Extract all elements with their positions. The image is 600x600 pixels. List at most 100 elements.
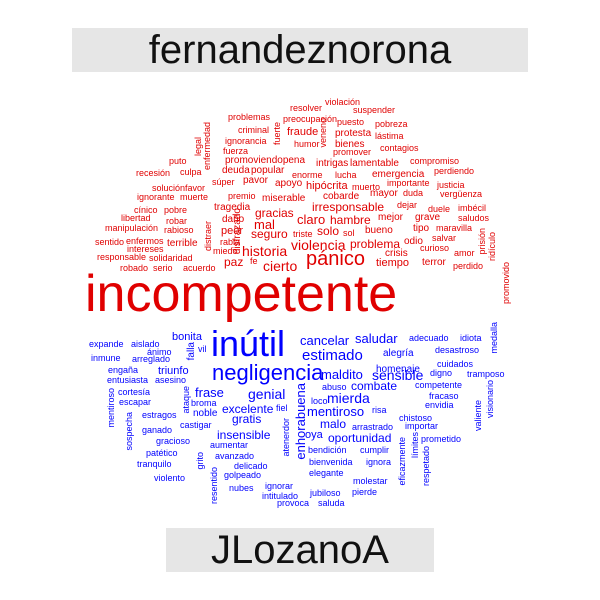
bottom-group-word: sensible: [372, 367, 424, 383]
top-group-word: responsable: [97, 252, 147, 262]
top-group-word: mejor: [378, 212, 404, 223]
top-group-word: terrible: [167, 238, 198, 249]
bottom-group-word: violento: [154, 473, 186, 483]
bottom-group-word: eficazmente: [397, 437, 407, 486]
top-group-word: irresponsable: [312, 200, 385, 214]
bottom-group-word: elegante: [309, 468, 344, 478]
top-group-word: libertad: [121, 213, 151, 223]
top-group-word: serio: [153, 263, 173, 273]
top-group-word: emergencia: [372, 169, 425, 180]
top-group-word: mal: [254, 217, 275, 232]
top-group-word: amor: [454, 248, 475, 258]
top-group-word: lamentable: [350, 158, 399, 169]
bottom-group-word: idiota: [460, 333, 482, 343]
top-group-word: lucha: [335, 170, 357, 180]
top-group-word: ignorante: [137, 192, 175, 202]
bottom-group-word: adecuado: [409, 333, 449, 343]
top-group-word: deuda: [222, 165, 250, 176]
top-group-word: violencia: [291, 237, 346, 253]
top-group-word: súper: [212, 177, 235, 187]
bottom-group-word: noble: [193, 408, 218, 419]
bottom-group-word: provoca: [277, 498, 310, 508]
top-group-word: robar: [166, 216, 188, 226]
bottom-group-word: competente: [415, 380, 463, 390]
top-group-word: paz: [224, 255, 244, 269]
top-group-word: manipulación: [105, 223, 159, 233]
top-group-word: acuerdo: [183, 263, 216, 273]
bottom-group-word: asesino: [155, 375, 187, 385]
bottom-group-word: digno: [430, 368, 453, 378]
bottom-group-word: tramposo: [467, 369, 505, 379]
top-group-word: cierto: [263, 258, 298, 274]
bottom-group-word: intitulado: [262, 491, 299, 501]
top-group-word: humor: [294, 139, 320, 149]
top-group-word: tiempo: [376, 257, 410, 269]
bottom-group-word: insensible: [217, 428, 271, 442]
bottom-group-word: triunfo: [158, 365, 189, 377]
top-group-word: muerte: [180, 192, 209, 202]
bottom-group-word: medalla: [489, 322, 499, 354]
bottom-group-word: inmune: [91, 353, 121, 363]
bottom-group-word: aumentar: [210, 440, 249, 450]
bottom-group-word: loco: [311, 396, 328, 406]
bottom-group-word: mierda: [327, 390, 370, 406]
top-group-word: premio: [228, 191, 256, 201]
bottom-group-word: grito: [195, 452, 205, 470]
bottom-group-word: vil: [198, 344, 207, 354]
bottom-group-word: desastroso: [435, 345, 480, 355]
top-group-word: bienes: [335, 139, 365, 150]
bottom-group-word: homenaje: [376, 364, 420, 375]
bottom-group-word: cumplir: [360, 445, 390, 455]
top-group-word: fraude: [287, 126, 319, 138]
top-group-word: pánico: [306, 248, 365, 270]
bottom-group-word: ataque: [181, 386, 191, 414]
bottom-group-word: arreglado: [132, 354, 171, 364]
top-group-word: triste: [293, 229, 313, 239]
bottom-group-word: cuidados: [437, 359, 474, 369]
bottom-group-word: cancelar: [300, 333, 350, 348]
top-group-word: miedo: [213, 246, 238, 256]
top-group-word: protesta: [335, 128, 372, 139]
bottom-group-word: broma: [191, 398, 217, 408]
top-group-word: historia: [242, 243, 288, 259]
top-group-word: saludos: [458, 213, 490, 223]
bottom-group-word: ganado: [142, 425, 173, 435]
bottom-group-word: ignora: [366, 457, 392, 467]
top-group-word: recesión: [136, 168, 171, 178]
top-group-word: odio: [404, 236, 423, 247]
top-group-word: duele: [428, 204, 451, 214]
top-group-word: perdido: [453, 261, 484, 271]
bottom-group-word: maldito: [321, 367, 363, 382]
bottom-group-word: estimado: [302, 347, 363, 364]
top-group-word: distraer: [203, 221, 213, 252]
bottom-group-word: gracioso: [156, 436, 191, 446]
top-group-word: hambre: [330, 213, 371, 227]
bottom-group-word: cortesía: [118, 387, 151, 397]
bottom-group-word: tranquilo: [137, 459, 172, 469]
top-group-word: seguro: [251, 227, 288, 241]
top-group-word: muerto: [352, 182, 381, 192]
top-group-word: sol: [343, 228, 355, 238]
bottom-group-word: risa: [372, 405, 387, 415]
top-group-word: maravilla: [436, 223, 473, 233]
top-group-word: fe: [250, 256, 258, 266]
bottom-group-word: visionario: [485, 380, 495, 419]
top-group-word: fuerza: [223, 146, 249, 156]
bottom-group-word: abuso: [322, 382, 347, 392]
top-group-word: pobre: [164, 205, 188, 215]
top-group-word: prisión: [477, 228, 487, 255]
top-group-word: daño: [222, 214, 245, 225]
bottom-group-word: avanzado: [215, 451, 255, 461]
top-group-word: imbécil: [458, 203, 487, 213]
bottom-group-word: resentido: [209, 467, 219, 505]
bottom-group-word: falla: [186, 342, 197, 361]
bottom-group-word: molestar: [353, 476, 388, 486]
top-group-word: cobarde: [323, 191, 360, 202]
bottom-group-word: jubiloso: [310, 488, 341, 498]
bottom-group-word: pierde: [352, 487, 378, 497]
top-group-word: duda: [403, 188, 424, 198]
top-group-word: soluciónfavor: [152, 183, 206, 193]
bottom-group-word: valiente: [473, 400, 483, 432]
top-group-word: enfermos: [126, 236, 164, 246]
bottom-group-word: alegría: [383, 348, 414, 359]
